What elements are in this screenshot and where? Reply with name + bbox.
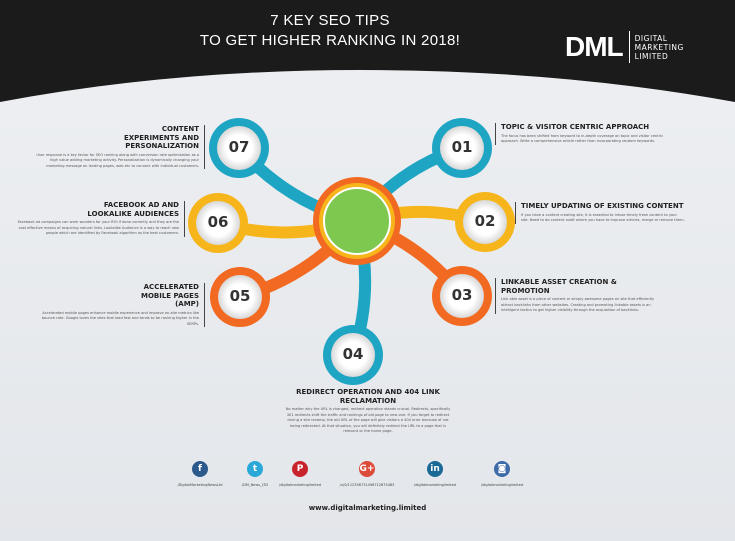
linkedin-icon[interactable]: in: [427, 461, 443, 477]
social-link[interactable]: t/DM_News_LTD: [215, 461, 295, 487]
hub-center: [323, 187, 391, 255]
node-center-03: [440, 274, 484, 318]
tip-title: CONTENT EXPERIMENTS AND PERSONALIZATION: [123, 125, 199, 150]
social-link[interactable]: P/digitalmarketinglimited: [260, 461, 340, 487]
tip-title: FACEBOOK AD AND LOOKALIKE AUDIENCES: [87, 201, 179, 218]
website-link[interactable]: www.digitalmarketing.limited: [308, 504, 427, 512]
logo-text: LIMITED: [634, 51, 669, 61]
tip-number: 05: [229, 287, 251, 305]
tip-number: 07: [228, 138, 250, 156]
title-line-2: TO GET HIGHER RANKING IN 2018!: [199, 32, 461, 49]
tip-06: FACEBOOK AD AND LOOKALIKE AUDIENCES Faceb…: [15, 201, 185, 237]
tip-number: 02: [474, 212, 496, 230]
tip-text: User response is a key factor for SEO ra…: [36, 152, 199, 168]
tip-text: The focus has been shifted from keyword …: [501, 133, 664, 144]
social-link[interactable]: ◙ /digitalmarketinglimited: [462, 461, 542, 487]
node-center-05: [218, 275, 262, 319]
title-line-1: 7 KEY SEO TIPS: [270, 12, 390, 29]
logo-text: MARKETING: [634, 42, 684, 52]
facebook-icon[interactable]: f: [192, 461, 208, 477]
logo-text: DIGITAL: [634, 33, 668, 43]
tip-title: ACCELERATED MOBILE PAGES (AMP): [140, 283, 199, 308]
social-handle: /DigitalMarketingNewsLtd: [177, 483, 223, 487]
tip-text: No matter why the URL is changed, redire…: [285, 407, 451, 434]
pinterest-icon[interactable]: P: [292, 461, 308, 477]
tip-text: Facebook ad campaigns can work wonders f…: [17, 220, 179, 236]
node-center-01: [440, 126, 484, 170]
social-link[interactable]: in/digitalmarketinglimited: [395, 461, 475, 487]
tip-number: 03: [451, 286, 473, 304]
twitter-icon[interactable]: t: [247, 461, 263, 477]
tip-number: 04: [342, 345, 364, 363]
tip-01: TOPIC & VISITOR CENTRIC APPROACH The focu…: [495, 123, 665, 145]
social-handle: /DM_News_LTD: [241, 483, 269, 487]
node-center-06: [196, 201, 240, 245]
node-center-04: [331, 333, 375, 377]
tip-text: If you have a content creating site, it …: [521, 212, 685, 223]
node-center-02: [463, 200, 507, 244]
social-handle: /u/0/112356731498712875483: [339, 483, 395, 487]
node-center-07: [217, 126, 261, 170]
tip-title: TOPIC & VISITOR CENTRIC APPROACH: [501, 123, 650, 131]
tip-title: REDIRECT OPERATION AND 404 LINK RECLAMAT…: [296, 388, 440, 405]
dml-logo: DML DIGITAL MARKETING LIMITED: [565, 31, 684, 63]
social-link[interactable]: G+ /u/0/112356731498712875483: [327, 461, 407, 487]
social-handle: /digitalmarketinglimited: [279, 483, 321, 487]
tip-04: REDIRECT OPERATION AND 404 LINK RECLAMAT…: [283, 388, 453, 435]
tip-text: Accelerated mobile pages enhance mobile …: [41, 310, 199, 326]
tip-02: TIMELY UPDATING OF EXISTING CONTENT If yo…: [515, 202, 685, 224]
social-link[interactable]: f/DigitalMarketingNewsLtd: [160, 461, 240, 487]
logo-mark: DML: [565, 31, 630, 63]
tip-title: LINKABLE ASSET CREATION & PROMOTION: [501, 278, 617, 295]
tip-number: 01: [451, 138, 473, 156]
header-band: [0, 0, 735, 102]
social-handle: /digitalmarketinglimited: [414, 483, 456, 487]
tip-07: CONTENT EXPERIMENTS AND PERSONALIZATION U…: [35, 125, 205, 170]
tip-title: TIMELY UPDATING OF EXISTING CONTENT: [521, 202, 684, 210]
tip-number: 06: [207, 213, 229, 231]
tip-05: ACCELERATED MOBILE PAGES (AMP) Accelerate…: [35, 283, 205, 328]
instagram-icon[interactable]: ◙: [494, 461, 510, 477]
social-handle: /digitalmarketinglimited: [481, 483, 523, 487]
tip-03: LINKABLE ASSET CREATION & PROMOTION Link …: [495, 278, 665, 314]
tip-text: Link able asset is a piece of content or…: [501, 297, 655, 313]
google-plus-icon[interactable]: G+: [359, 461, 375, 477]
